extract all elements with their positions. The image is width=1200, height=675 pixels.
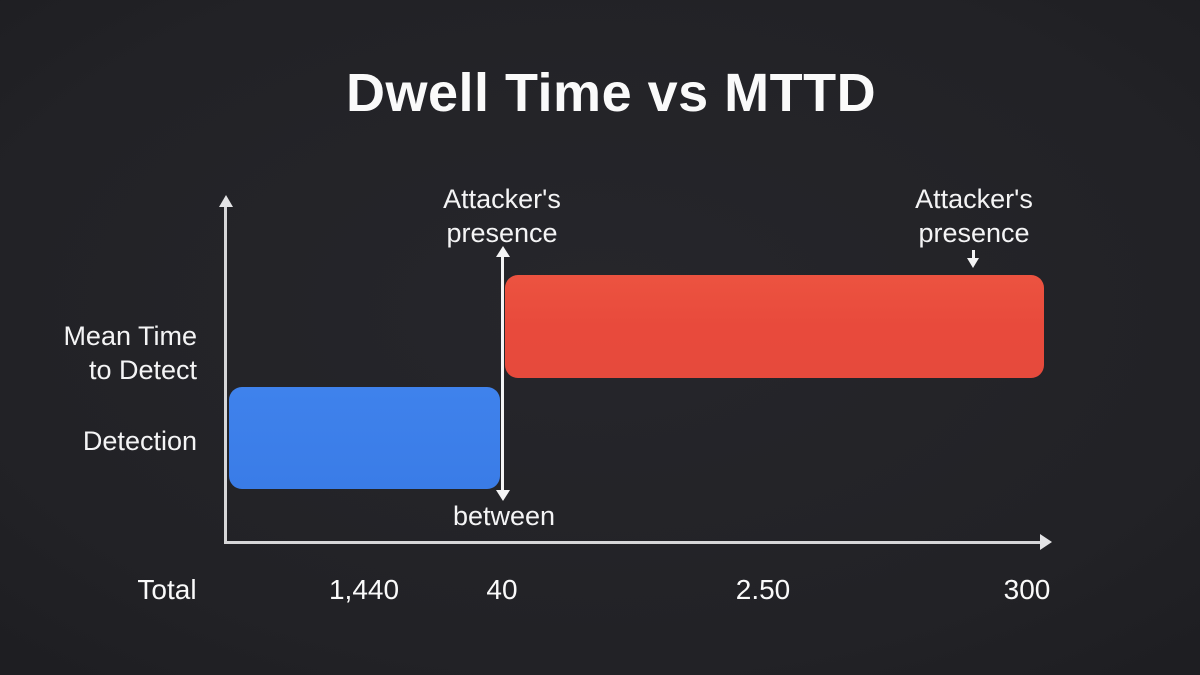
y-axis-line [224, 206, 227, 543]
boundary-arrow-down-icon [496, 490, 510, 501]
bar-detection [229, 387, 500, 489]
x-tick-300: 300 [1003, 574, 1051, 605]
x-tick-2-50: 2.50 [735, 574, 791, 605]
bar-mean-time-to-detect [505, 275, 1044, 378]
category-label-mean-time-to-detect: Mean Time to Detect [63, 321, 197, 385]
x-tick-40: 40 [486, 574, 518, 605]
x-axis-arrow-icon [1040, 534, 1052, 550]
annotation-attackers-presence-left: Attacker's presence [443, 184, 561, 248]
annotation-attackers-presence-right: Attacker's presence [915, 184, 1033, 248]
pointer-arrow-line [972, 250, 975, 260]
x-tick-total: Total [137, 574, 197, 605]
chart-title: Dwell Time vs MTTD [346, 63, 877, 123]
annotation-between: between [452, 501, 556, 531]
y-axis-arrow-icon [219, 195, 233, 207]
x-axis-line [224, 541, 1042, 544]
x-tick-1440: 1,440 [328, 574, 400, 605]
boundary-arrow-up-icon [496, 246, 510, 257]
pointer-arrow-down-icon [967, 258, 979, 268]
boundary-line [501, 253, 504, 493]
category-label-detection: Detection [82, 426, 197, 456]
